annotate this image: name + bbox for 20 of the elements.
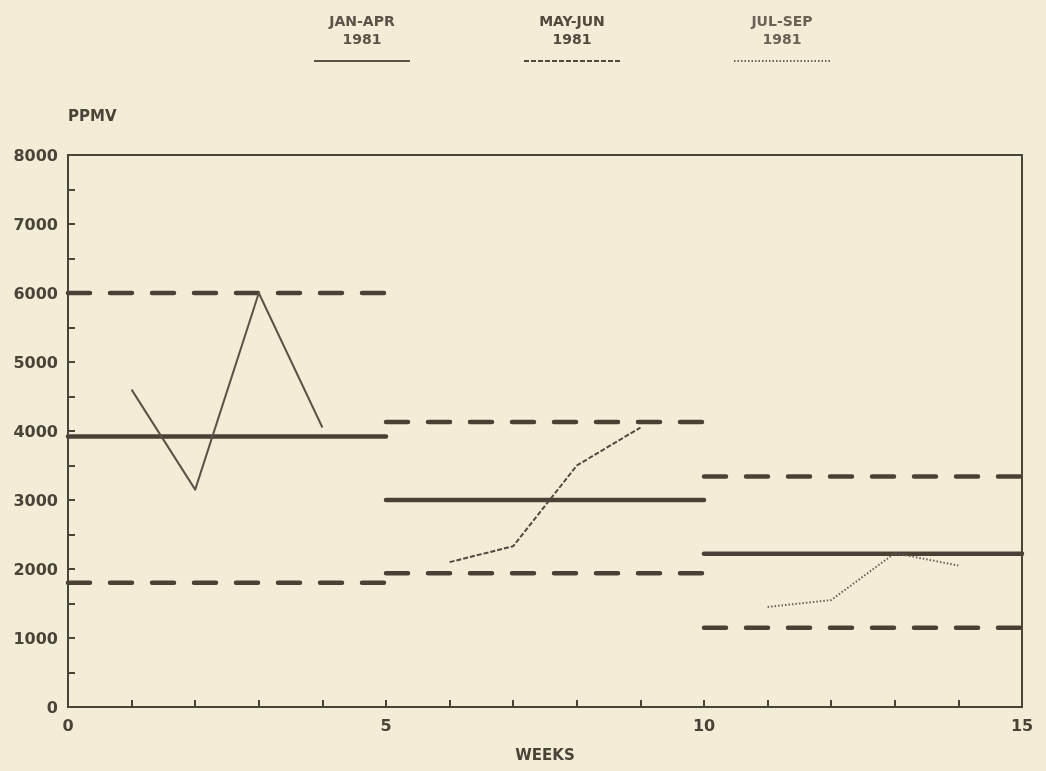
text: MAY-JUN 1981 <box>539 13 605 47</box>
y-tick-label: 1000 <box>13 628 58 648</box>
line-series <box>766 552 960 608</box>
y-axis-title: PPMV <box>68 106 117 125</box>
x-axis-title: WEEKS <box>515 745 575 764</box>
text: JAN-APR 1981 <box>328 13 395 47</box>
y-tick-label: 3000 <box>13 490 58 510</box>
y-tick-label: 0 <box>46 697 58 717</box>
y-tick-label: 7000 <box>13 214 58 234</box>
y-tick-label: 6000 <box>13 283 58 303</box>
x-tick-label: 0 <box>62 715 74 735</box>
y-tick-label: 8000 <box>13 145 58 165</box>
x-tick-label: 5 <box>380 715 392 735</box>
y-tick-label: 2000 <box>13 559 58 579</box>
y-tick-label: 5000 <box>13 352 58 372</box>
y-tick-label: 4000 <box>13 421 58 441</box>
line-series <box>130 292 324 491</box>
x-tick-label: 10 <box>692 715 716 735</box>
text: JUL-SEP 1981 <box>750 13 813 47</box>
x-tick-label: 15 <box>1010 715 1034 735</box>
